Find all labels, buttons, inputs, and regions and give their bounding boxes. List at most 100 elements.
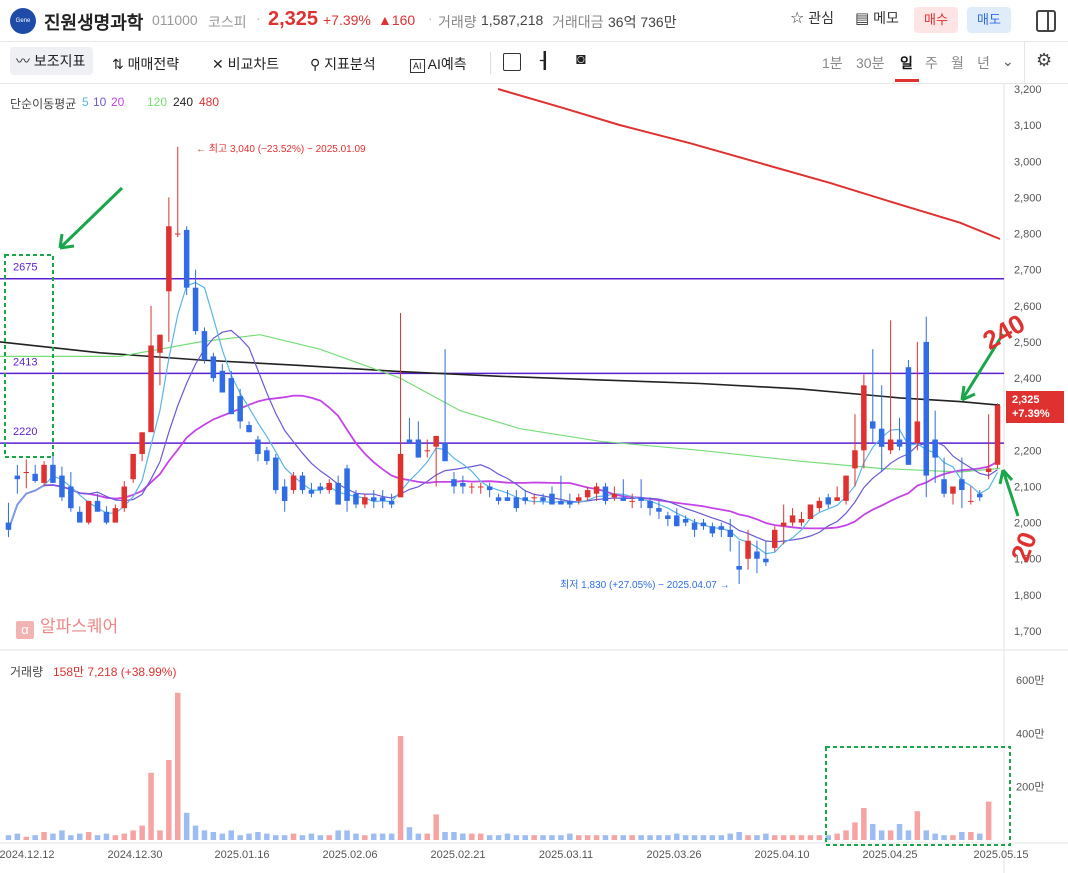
sell-button[interactable]: 매도 — [967, 7, 1011, 33]
candle-body — [166, 226, 172, 292]
ai-predict-label: AI예측 — [427, 56, 467, 72]
volume-bar — [629, 835, 635, 840]
candle-body — [629, 500, 635, 502]
timeframe-day[interactable]: 일 — [900, 55, 913, 71]
candle-body — [691, 522, 698, 530]
x-tick-label: 2025.03.11 — [539, 849, 593, 861]
ai-predict-button[interactable]: AI AI예측 — [410, 54, 467, 74]
memo-button[interactable]: ▤ 메모 — [855, 8, 899, 28]
analysis-button[interactable]: ⚲ 지표분석 — [310, 54, 376, 74]
candle-body — [388, 500, 395, 505]
candle-body — [718, 526, 725, 530]
candle-body — [816, 500, 823, 509]
volume-legend-label: 거래량 — [10, 665, 44, 679]
volume-bar — [210, 832, 217, 840]
compare-button[interactable]: ✕ 비교차트 — [212, 54, 279, 74]
candle-body — [700, 522, 707, 527]
candle-body — [959, 479, 965, 490]
price-chart[interactable]: 3,200 3,100 3,000 2,900 2,800 2,700 2,600 2,500… — [0, 84, 1068, 873]
volume-bar — [727, 833, 733, 840]
side-panel-toggle-icon[interactable] — [1036, 10, 1056, 32]
volume-tick-label: 200만 — [1016, 781, 1044, 794]
volume-bar — [299, 835, 306, 840]
candle-body — [495, 497, 502, 501]
shuffle-icon: ✕ — [212, 56, 224, 72]
candle-body — [825, 497, 831, 505]
timeframe-month[interactable]: 월 — [951, 55, 964, 71]
volume-bar — [540, 835, 546, 840]
volume-bar — [736, 832, 742, 840]
candle-body — [923, 341, 929, 476]
volume-bar — [567, 833, 573, 840]
candle-body — [308, 490, 315, 494]
volume-bar — [85, 832, 92, 840]
volume-bar — [896, 824, 903, 840]
volume-bar — [23, 836, 29, 840]
candle-body — [985, 468, 992, 472]
candle-body — [549, 493, 555, 505]
ma-legend-title: 단순이동평균 — [10, 97, 77, 111]
volume-bar — [379, 833, 386, 840]
candle-body — [77, 511, 83, 523]
candle-body — [469, 486, 475, 488]
indicators-button[interactable]: 〰 보조지표 — [10, 47, 94, 75]
timeframe-week[interactable]: 주 — [925, 55, 938, 71]
volume-bar — [5, 835, 12, 840]
timeframe-1m[interactable]: 1분 — [822, 55, 843, 71]
y-tick-label: 2,700 — [1014, 265, 1042, 277]
candle-body — [531, 497, 537, 499]
strategy-button[interactable]: ⇅ 매매전략 — [112, 54, 179, 74]
candle-body — [406, 439, 413, 444]
change-percent: +7.39% — [323, 12, 371, 28]
volume-bar — [807, 835, 814, 840]
volume-bar — [620, 835, 626, 840]
ma-legend-5: 5 — [82, 95, 89, 109]
candle-body — [540, 497, 546, 501]
candle-body — [210, 356, 217, 379]
volume-bar — [442, 832, 448, 840]
chevron-down-icon[interactable]: ⌄ — [1002, 53, 1014, 69]
candle-body — [638, 497, 644, 501]
candle-body — [674, 515, 680, 527]
square-view-icon[interactable] — [503, 53, 521, 71]
candle-body — [780, 522, 787, 527]
buy-button[interactable]: 매수 — [914, 7, 958, 33]
candle-body — [148, 345, 154, 433]
candle-body — [32, 473, 38, 481]
volume-bar — [317, 835, 324, 840]
dashed-highlight-box — [825, 746, 1011, 846]
candle-type-icon[interactable]: ┨ — [540, 53, 550, 70]
volume-bar — [914, 811, 921, 840]
volume-bar — [691, 835, 698, 840]
volume-bar — [406, 827, 413, 840]
volume-bar — [14, 833, 21, 840]
x-tick-label: 2025.03.26 — [646, 849, 701, 861]
volume-bar — [175, 692, 181, 840]
candle-body — [478, 486, 484, 488]
trade-amount-value: 36억 736만 — [608, 14, 677, 30]
volume-tick-label: 600만 — [1016, 674, 1044, 687]
settings-gear-icon[interactable]: ⚙ — [1036, 50, 1053, 70]
volume-bar — [308, 833, 315, 840]
volume-bar — [522, 835, 528, 840]
volume-bar — [237, 835, 243, 840]
level-line-label: 2675 — [13, 262, 37, 274]
timeframe-year[interactable]: 년 — [977, 55, 990, 71]
candle-body — [727, 529, 733, 537]
volume-bar — [647, 835, 653, 840]
alphasquare-watermark: α 알파스퀘어 — [16, 612, 118, 639]
stock-name[interactable]: 진원생명과학 — [44, 13, 144, 33]
volume-bar — [281, 835, 288, 840]
ma-10-line — [7, 329, 998, 543]
volume-bar — [852, 822, 858, 840]
level-line-label: 2413 — [13, 356, 37, 368]
volume-bar — [335, 830, 341, 840]
current-price: 2,325 — [268, 8, 319, 30]
ma-legend-10: 10 — [93, 95, 107, 109]
candle-body — [246, 425, 252, 433]
watch-button[interactable]: ☆ 관심 — [790, 8, 834, 28]
volume-bar — [77, 833, 83, 840]
green-arrow — [58, 186, 124, 250]
timeframe-30m[interactable]: 30분 — [856, 55, 885, 71]
camera-icon[interactable]: ◙ — [576, 51, 586, 68]
